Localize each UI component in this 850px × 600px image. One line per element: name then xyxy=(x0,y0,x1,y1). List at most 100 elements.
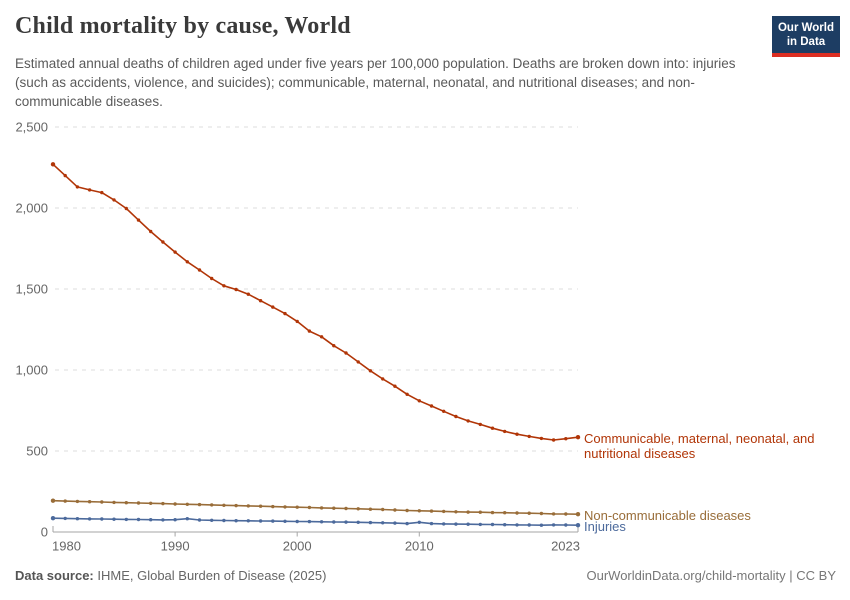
data-point[interactable] xyxy=(100,500,104,504)
data-point[interactable] xyxy=(368,369,373,373)
data-point[interactable] xyxy=(405,521,409,526)
data-point[interactable] xyxy=(490,522,495,527)
data-point[interactable] xyxy=(564,512,568,516)
data-point[interactable] xyxy=(332,506,336,510)
data-point[interactable] xyxy=(63,499,67,503)
data-point[interactable] xyxy=(503,511,507,515)
data-point[interactable] xyxy=(356,507,360,511)
data-point[interactable] xyxy=(515,511,519,515)
data-point[interactable] xyxy=(527,523,531,527)
data-point[interactable] xyxy=(173,250,177,254)
data-point[interactable] xyxy=(124,517,128,522)
data-point[interactable] xyxy=(271,305,275,309)
data-point[interactable] xyxy=(307,329,312,333)
data-point[interactable] xyxy=(515,432,519,436)
data-point[interactable] xyxy=(429,404,434,408)
data-point[interactable] xyxy=(319,506,324,510)
data-point[interactable] xyxy=(210,503,214,507)
data-point[interactable] xyxy=(112,500,116,505)
data-point[interactable] xyxy=(429,509,434,513)
data-point[interactable] xyxy=(551,523,556,527)
data-point[interactable] xyxy=(319,520,324,524)
data-point[interactable] xyxy=(246,292,250,296)
data-point[interactable] xyxy=(112,198,116,202)
data-point[interactable] xyxy=(466,510,470,514)
data-point[interactable] xyxy=(466,522,470,526)
data-point[interactable] xyxy=(564,437,568,441)
data-point[interactable] xyxy=(295,519,299,524)
data-point[interactable] xyxy=(234,287,238,292)
data-point[interactable] xyxy=(246,519,250,523)
data-point[interactable] xyxy=(417,399,421,403)
data-point[interactable] xyxy=(368,520,373,525)
data-point[interactable] xyxy=(283,505,287,509)
data-point[interactable] xyxy=(246,504,250,508)
data-point[interactable] xyxy=(527,434,531,439)
data-point[interactable] xyxy=(344,351,348,355)
data-point[interactable] xyxy=(222,518,226,523)
data-point[interactable] xyxy=(50,516,56,521)
data-point[interactable] xyxy=(539,523,544,527)
data-point[interactable] xyxy=(100,190,104,195)
data-point[interactable] xyxy=(161,518,165,522)
data-point[interactable] xyxy=(381,377,385,381)
data-point[interactable] xyxy=(575,435,581,440)
data-point[interactable] xyxy=(87,517,92,521)
data-point[interactable] xyxy=(381,507,385,512)
data-point[interactable] xyxy=(527,511,531,515)
data-point[interactable] xyxy=(393,521,397,525)
series-label-cmnn[interactable]: Communicable, maternal, neonatal, and xyxy=(584,431,815,446)
data-point[interactable] xyxy=(564,523,568,527)
data-point[interactable] xyxy=(112,517,116,521)
data-point[interactable] xyxy=(490,426,495,430)
data-point[interactable] xyxy=(356,520,360,524)
data-point[interactable] xyxy=(478,510,482,514)
data-point[interactable] xyxy=(307,505,312,510)
data-point[interactable] xyxy=(197,502,202,507)
data-point[interactable] xyxy=(295,319,299,324)
data-point[interactable] xyxy=(356,360,360,364)
data-point[interactable] xyxy=(124,206,128,211)
data-point[interactable] xyxy=(210,518,214,522)
data-point[interactable] xyxy=(454,414,458,419)
series-label-ncd[interactable]: Non-communicable diseases xyxy=(584,508,751,523)
data-point[interactable] xyxy=(185,502,189,506)
data-point[interactable] xyxy=(136,517,141,522)
data-point[interactable] xyxy=(222,503,226,507)
data-point[interactable] xyxy=(75,517,80,521)
attribution-link[interactable]: OurWorldinData.org/child-mortality | CC … xyxy=(586,568,837,583)
data-point[interactable] xyxy=(283,519,287,523)
data-point[interactable] xyxy=(149,229,153,234)
data-point[interactable] xyxy=(161,501,165,506)
data-point[interactable] xyxy=(490,510,495,515)
data-point[interactable] xyxy=(258,299,263,303)
data-point[interactable] xyxy=(417,509,421,513)
data-point[interactable] xyxy=(124,501,128,505)
data-point[interactable] xyxy=(381,521,385,525)
data-point[interactable] xyxy=(417,520,421,524)
data-point[interactable] xyxy=(50,498,56,503)
data-point[interactable] xyxy=(197,268,202,272)
data-point[interactable] xyxy=(478,422,482,427)
data-point[interactable] xyxy=(332,520,336,524)
data-point[interactable] xyxy=(271,504,275,509)
data-point[interactable] xyxy=(393,384,397,388)
data-point[interactable] xyxy=(405,508,409,513)
data-point[interactable] xyxy=(454,522,458,526)
data-point[interactable] xyxy=(173,518,177,522)
data-point[interactable] xyxy=(575,512,581,517)
data-point[interactable] xyxy=(75,499,80,504)
data-point[interactable] xyxy=(307,519,312,524)
data-point[interactable] xyxy=(173,502,177,506)
data-point[interactable] xyxy=(185,260,189,264)
data-point[interactable] xyxy=(222,284,226,288)
data-point[interactable] xyxy=(210,276,214,281)
data-point[interactable] xyxy=(283,311,287,316)
data-point[interactable] xyxy=(393,508,397,512)
data-point[interactable] xyxy=(503,429,507,434)
data-point[interactable] xyxy=(295,505,299,509)
data-point[interactable] xyxy=(344,506,348,511)
data-point[interactable] xyxy=(149,501,153,505)
data-point[interactable] xyxy=(575,523,581,528)
data-point[interactable] xyxy=(429,521,434,526)
